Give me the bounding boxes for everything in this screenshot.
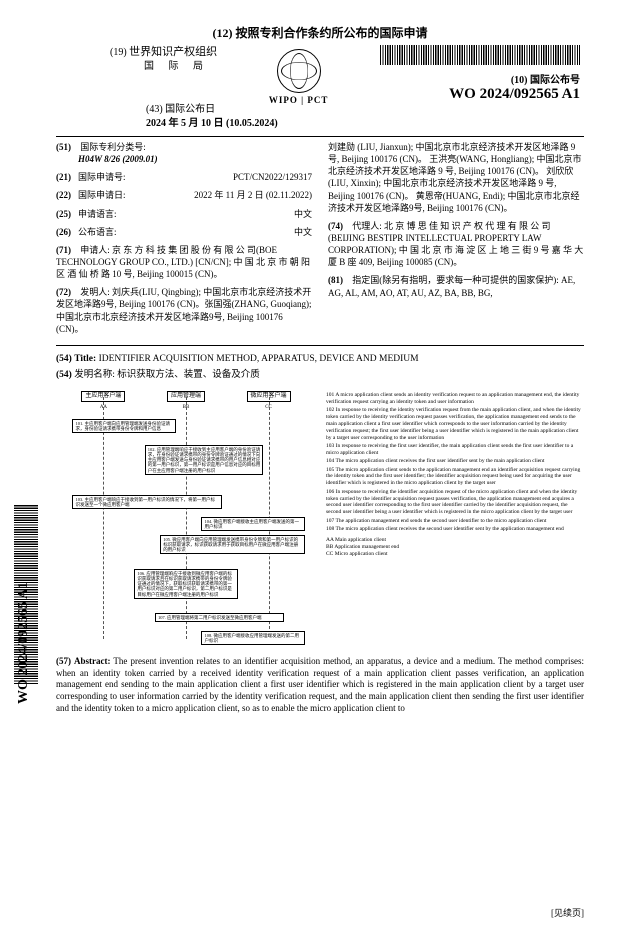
step-text: 102 In response to receiving the identit… bbox=[326, 407, 584, 441]
flow-step: 105. 微应用客户端向应用管理端发送携带身份令牌和第一用户标识的标识获取请求，… bbox=[160, 535, 305, 555]
code-57: (57) bbox=[56, 656, 71, 666]
title-label-en: Title: bbox=[74, 354, 96, 364]
step-text: 101 A micro application client sends an … bbox=[326, 392, 584, 406]
pub-date: 2024 年 5 月 10 日 (10.05.2024) bbox=[146, 118, 278, 129]
step-text: 105 The micro application client sends t… bbox=[326, 467, 584, 488]
pubnum-block: (10) 国际公布号 WO 2024/092565 A1 bbox=[380, 45, 580, 103]
field-26: (26)公布语言: 中文 bbox=[56, 226, 312, 238]
legend-item: CC Micro application client bbox=[326, 551, 584, 558]
flow-step: 104. 微应用客户端接收主应用客户端发送的第一用户标识 bbox=[201, 517, 304, 531]
step-text: 108 The micro application client receive… bbox=[326, 526, 584, 533]
step-text: 107 The application management end sends… bbox=[326, 518, 584, 525]
label-51: 国际专利分类号: bbox=[80, 141, 146, 153]
label-26: 公布语言: bbox=[78, 227, 117, 237]
step-text: 106 In response to receiving the identif… bbox=[326, 489, 584, 517]
filing-lang: 中文 bbox=[117, 208, 312, 220]
inventors-continued: 刘建勋 (LIU, Jianxun); 中国北京市北京经济技术开发区地泽路 9 … bbox=[328, 141, 584, 214]
bibliographic-section: (51) 国际专利分类号: H04W 8/26 (2009.01) (21)国际… bbox=[0, 141, 640, 341]
field-21: (21)国际申请号: PCT/CN2022/129317 bbox=[56, 171, 312, 183]
code-25: (25) bbox=[56, 208, 78, 220]
label-81: 指定国(除另有指明，要求每一种可提供的国家保护): bbox=[352, 275, 559, 285]
divider-thin bbox=[56, 345, 584, 346]
label-71: 申请人: bbox=[80, 245, 110, 255]
flow-step: 102. 应用管理端响应于接收到主应用客户端的身份验证请求，在身份验证请求携带的… bbox=[145, 445, 264, 475]
legend: AA Main application client BB Applicatio… bbox=[326, 537, 584, 558]
label-72: 发明人: bbox=[80, 287, 110, 297]
code-26: (26) bbox=[56, 226, 78, 238]
field-72: (72) 发明人: 刘庆兵(LIU, Qingbing); 中国北京市北京经济技… bbox=[56, 286, 312, 335]
step-text: 104 The micro application client receive… bbox=[326, 458, 584, 465]
wipo-pct-label: WIPO | PCT bbox=[269, 95, 328, 105]
code-43: (43) 国际公布日 bbox=[146, 103, 278, 117]
org-name: 世界知识产权组织 bbox=[129, 46, 217, 58]
appdate-value: 2022 年 11 月 2 日 (02.11.2022) bbox=[126, 189, 312, 201]
code-19: (19) bbox=[110, 47, 127, 58]
abstract-text: The present invention relates to an iden… bbox=[56, 656, 584, 713]
title-block: (54) Title: IDENTIFIER ACQUISITION METHO… bbox=[0, 350, 640, 384]
legend-item: BB Application management end bbox=[326, 544, 584, 551]
header-row: (19) 世界知识产权组织 国 际 局 WIPO | PCT (10) 国际公布… bbox=[0, 41, 640, 105]
wipo-globe-icon bbox=[277, 49, 321, 93]
appnum-value: PCT/CN2022/129317 bbox=[126, 171, 312, 183]
label-25: 申请语言: bbox=[78, 209, 117, 219]
bib-right-col: 刘建勋 (LIU, Jianxun); 中国北京市北京经济技术开发区地泽路 9 … bbox=[320, 141, 584, 341]
flow-step: 108. 微应用客户端接收应用管理端发送的第二用户标识 bbox=[201, 631, 304, 645]
code-71: (71) bbox=[56, 244, 78, 256]
field-51: (51) 国际专利分类号: H04W 8/26 (2009.01) bbox=[56, 141, 312, 165]
lifeline-b bbox=[186, 397, 187, 639]
title-text-cn: 标识获取方法、装置、设备及介质 bbox=[117, 370, 260, 380]
pubnum-label: (10) 国际公布号 bbox=[380, 71, 580, 86]
code-54-en: (54) bbox=[56, 354, 72, 364]
abstract-block: (57) Abstract: The present invention rel… bbox=[0, 652, 640, 718]
title-chinese: (54) 发明名称: 标识获取方法、装置、设备及介质 bbox=[56, 366, 584, 380]
field-22: (22)国际申请日: 2022 年 11 月 2 日 (02.11.2022) bbox=[56, 189, 312, 201]
code-72: (72) bbox=[56, 286, 78, 298]
doc-type-line: (12) 按照专利合作条约所公布的国际申请 bbox=[0, 24, 640, 41]
title-english: (54) Title: IDENTIFIER ACQUISITION METHO… bbox=[56, 354, 584, 364]
bib-left-col: (51) 国际专利分类号: H04W 8/26 (2009.01) (21)国际… bbox=[56, 141, 320, 341]
label-22: 国际申请日: bbox=[78, 190, 126, 200]
label-74: 代理人: bbox=[352, 221, 382, 231]
code-22: (22) bbox=[56, 189, 78, 201]
code-21: (21) bbox=[56, 171, 78, 183]
code-51: (51) bbox=[56, 141, 78, 153]
issuing-org: (19) 世界知识产权组织 国 际 局 bbox=[110, 45, 217, 73]
code-81: (81) bbox=[328, 274, 350, 286]
abstract-label: Abstract: bbox=[74, 656, 111, 666]
field-25: (25)申请语言: 中文 bbox=[56, 208, 312, 220]
pubdate-row: (43) 国际公布日 2024 年 5 月 10 日 (10.05.2024) bbox=[0, 103, 640, 130]
flow-step: 103. 主应用客户端响应于接收到第一用户标识的情况下，将第一用户标识发送至一个… bbox=[72, 495, 222, 509]
field-71: (71) 申请人: 京 东 方 科 技 集 团 股 份 有 限 公 司(BOE … bbox=[56, 244, 312, 280]
code-74: (74) bbox=[328, 220, 350, 232]
figure-legend-steps: 101 A micro application client sends an … bbox=[326, 390, 584, 646]
sequence-diagram: 主应用客户端 应用管理端 微应用客户端 AA BB CC 101. 主应用客户端… bbox=[56, 390, 316, 646]
divider bbox=[56, 136, 584, 137]
field-74: (74) 代理人: 北 京 博 思 佳 知 识 产 权 代 理 有 限 公 司 … bbox=[328, 220, 584, 269]
label-21: 国际申请号: bbox=[78, 172, 126, 182]
pub-lang: 中文 bbox=[117, 226, 312, 238]
side-pubnum: WO 2024/092565 A1 bbox=[16, 582, 32, 704]
barcode-top bbox=[380, 45, 580, 65]
continued-marker: [见续页] bbox=[551, 906, 584, 919]
flow-step: 107. 应用管理端将第二用户标识发送至微应用客户端 bbox=[155, 613, 284, 622]
figure-area: 主应用客户端 应用管理端 微应用客户端 AA BB CC 101. 主应用客户端… bbox=[0, 384, 640, 652]
wipo-logo-block: WIPO | PCT bbox=[269, 49, 328, 105]
flow-step: 101. 主应用客户端向应用管理端发送身份验证请求，身份验证请求携带身份令牌和用… bbox=[72, 419, 175, 433]
field-81: (81) 指定国(除另有指明，要求每一种可提供的国家保护): AE, AG, A… bbox=[328, 274, 584, 298]
ipc-value: H04W 8/26 (2009.01) bbox=[78, 153, 312, 165]
flow-step: 106. 应用管理端响应于接收到微应用客户端的标识获取请求且在标识获取请求携带的… bbox=[134, 569, 237, 599]
legend-item: AA Main application client bbox=[326, 537, 584, 544]
publication-number: WO 2024/092565 A1 bbox=[380, 86, 580, 103]
title-text-en: IDENTIFIER ACQUISITION METHOD, APPARATUS… bbox=[99, 354, 419, 364]
title-label-cn: 发明名称: bbox=[74, 370, 115, 380]
code-54-cn: (54) bbox=[56, 370, 72, 380]
org-sub: 国 际 局 bbox=[110, 61, 209, 72]
step-text: 103 In response to receiving the first u… bbox=[326, 443, 584, 457]
